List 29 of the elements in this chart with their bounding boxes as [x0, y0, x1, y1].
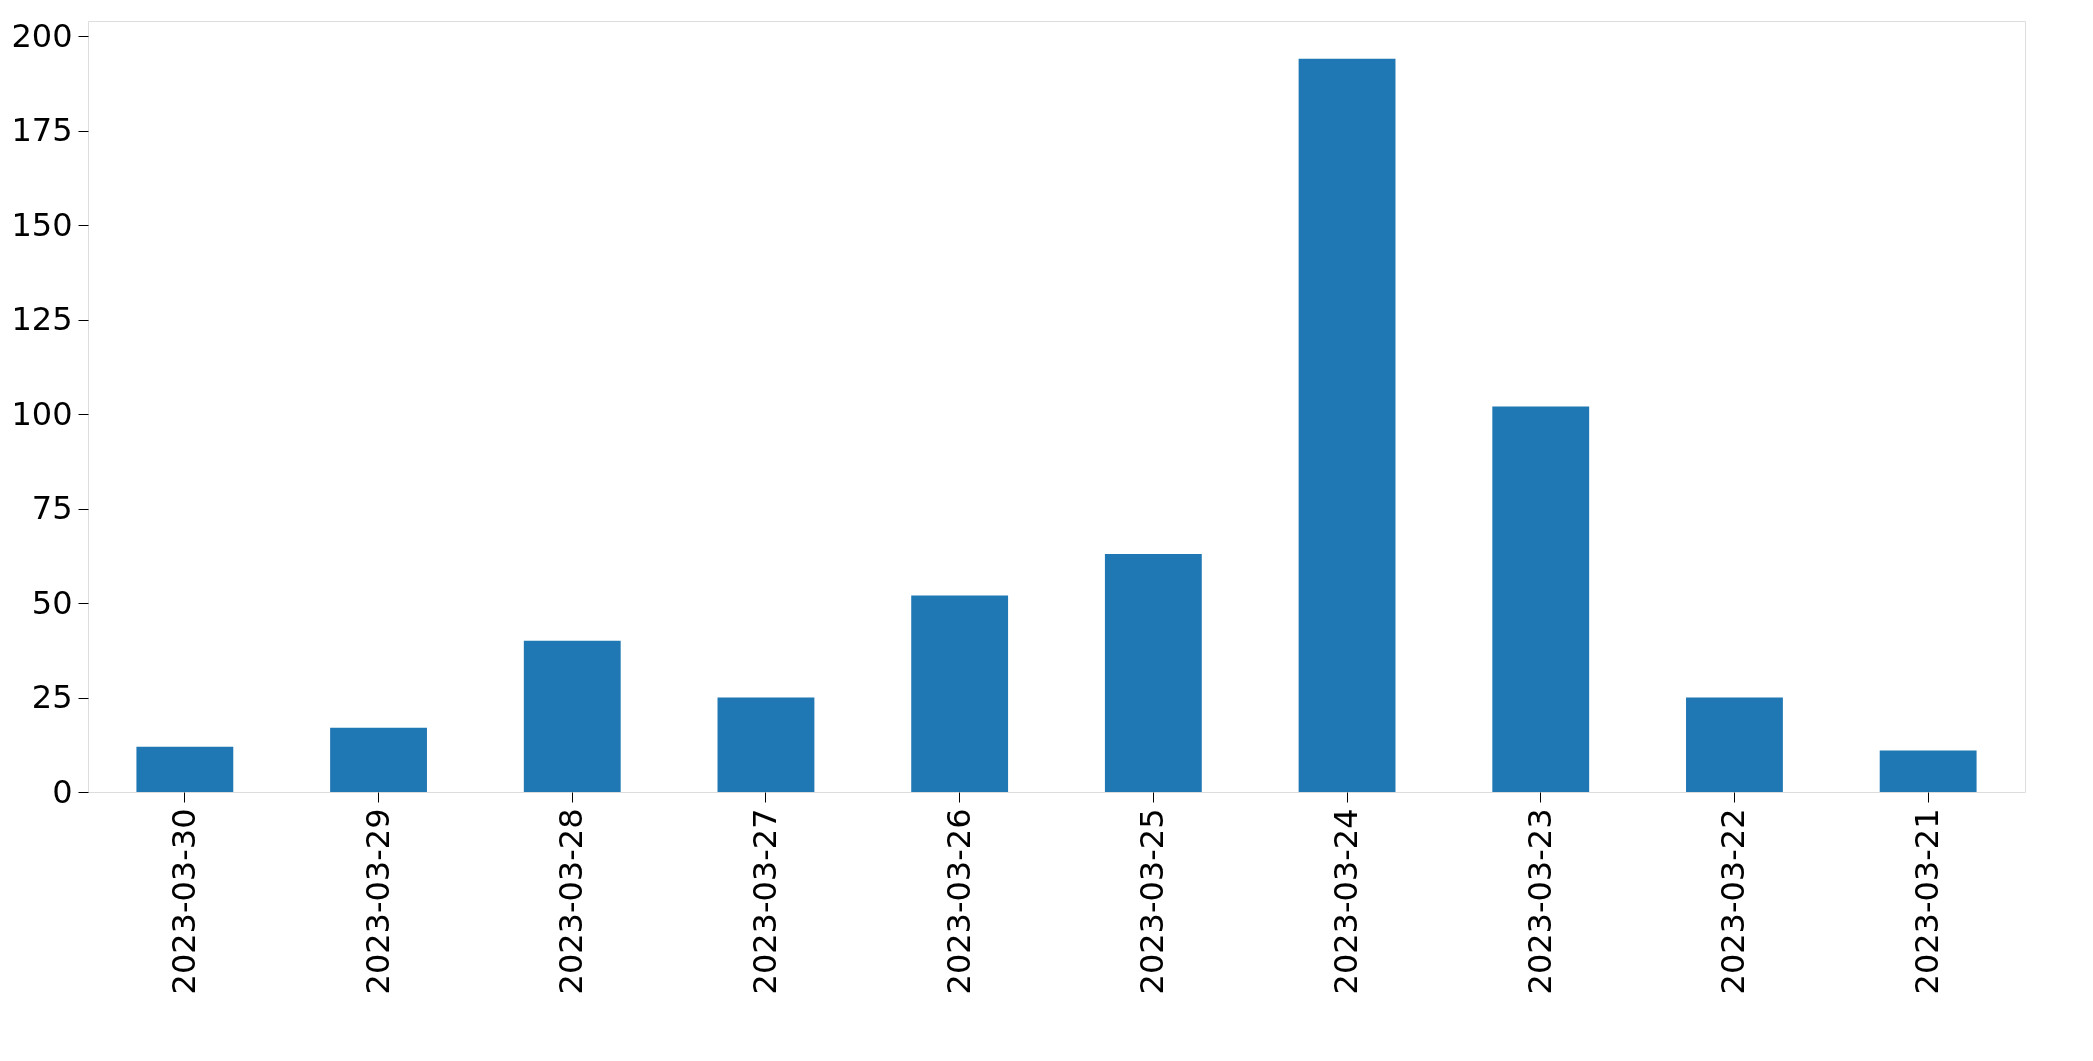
- x-tick-label: 2023-03-26: [939, 808, 978, 995]
- bar: [1298, 58, 1396, 792]
- bar: [1879, 750, 1977, 792]
- y-tick-label: 100: [11, 394, 73, 433]
- x-tick-label: 2023-03-25: [1133, 808, 1172, 995]
- bar: [523, 640, 621, 792]
- y-tick-label: 200: [11, 16, 73, 55]
- bar: [1492, 406, 1590, 792]
- y-tick-label: 75: [31, 489, 73, 528]
- bar: [911, 595, 1009, 792]
- bar: [1686, 697, 1783, 792]
- y-tick-label: 25: [31, 678, 73, 717]
- y-tick-label: 150: [11, 205, 73, 244]
- x-tick-label: 2023-03-23: [1520, 808, 1559, 995]
- bar: [136, 746, 234, 792]
- x-tick-label: 2023-03-27: [745, 808, 784, 995]
- y-tick-label: 125: [11, 300, 73, 339]
- y-tick-label: 50: [31, 583, 73, 622]
- x-tick-label: 2023-03-28: [552, 808, 591, 995]
- x-tick-label: 2023-03-30: [164, 808, 203, 995]
- x-tick-label: 2023-03-22: [1714, 808, 1753, 995]
- x-tick-label: 2023-03-21: [1908, 808, 1947, 995]
- bar: [1104, 553, 1202, 792]
- y-tick-label: 175: [11, 111, 73, 150]
- x-tick-label: 2023-03-29: [358, 808, 397, 995]
- bar: [330, 727, 427, 792]
- x-tick-label: 2023-03-24: [1327, 808, 1366, 995]
- bar: [717, 697, 815, 792]
- y-tick-label: 0: [52, 772, 73, 811]
